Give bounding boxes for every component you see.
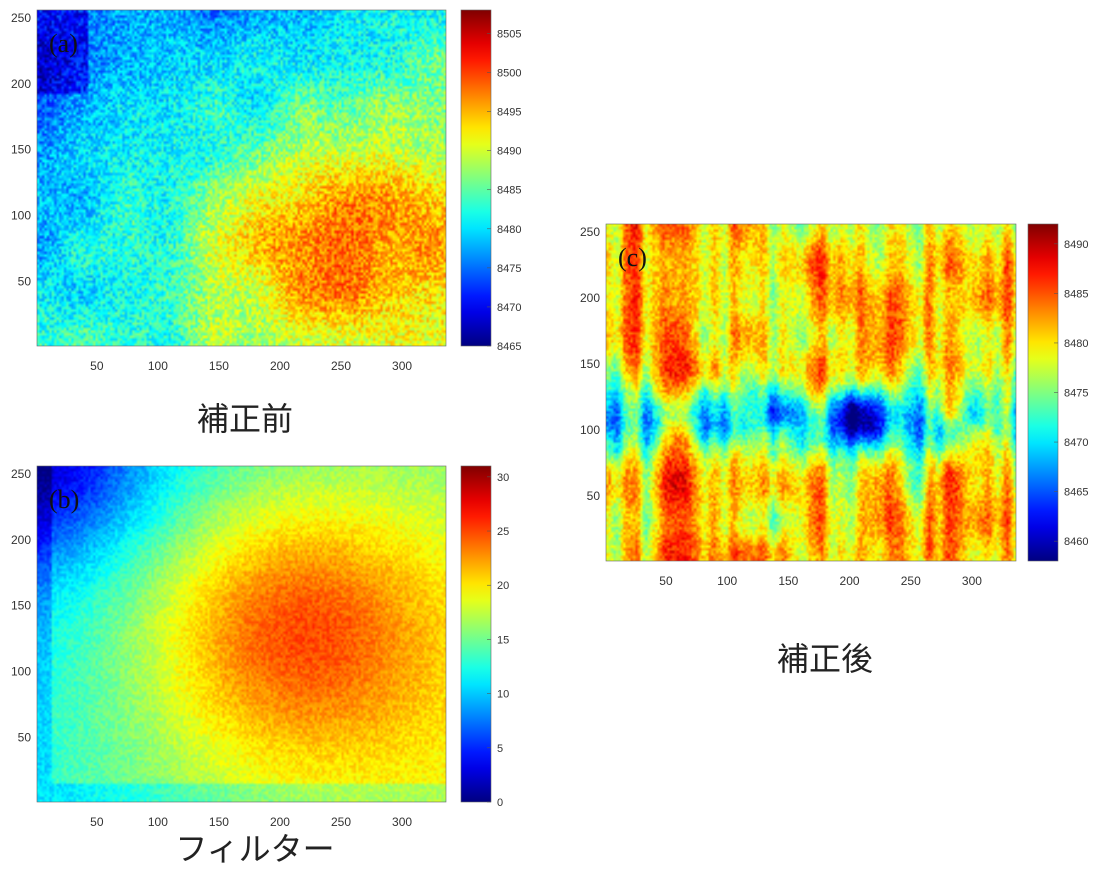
y-tick-label: 250 — [580, 225, 600, 239]
y-tick-label: 50 — [18, 274, 32, 288]
colorbar-tick-label: 30 — [497, 472, 509, 484]
heatmap-image — [606, 224, 1016, 561]
colorbar-tick-label: 25 — [497, 526, 509, 538]
plot-frame — [605, 223, 1017, 562]
x-tick-label: 150 — [778, 574, 798, 588]
colorbar-tick-label: 8475 — [497, 263, 521, 275]
colorbar-tick-label: 8490 — [1064, 239, 1088, 251]
colorbar — [460, 465, 492, 803]
y-tick-label: 100 — [11, 665, 31, 679]
plot-frame — [36, 465, 447, 803]
y-tick-label: 150 — [11, 143, 31, 157]
x-tick-label: 200 — [270, 359, 290, 373]
x-tick-label: 150 — [209, 359, 229, 373]
y-tick-label: 200 — [11, 77, 31, 91]
x-tick-label: 50 — [90, 815, 104, 829]
colorbar-tick-label: 8475 — [1064, 388, 1088, 400]
x-tick-label: 100 — [717, 574, 737, 588]
colorbar-tick-label: 8495 — [497, 107, 521, 119]
colorbar-tick-label: 8465 — [1064, 487, 1088, 499]
y-tick-label: 50 — [587, 489, 601, 503]
x-tick-label: 200 — [840, 574, 860, 588]
x-tick-label: 200 — [270, 815, 290, 829]
x-tick-label: 250 — [331, 815, 351, 829]
colorbar-tick-label: 8485 — [497, 185, 521, 197]
colorbar-tick-label: 10 — [497, 689, 509, 701]
x-tick-label: 50 — [659, 574, 673, 588]
plot-frame — [36, 9, 447, 347]
colorbar — [460, 9, 492, 347]
colorbar-tick-label: 8480 — [1064, 338, 1088, 350]
colorbar-tick-label: 8485 — [1064, 288, 1088, 300]
y-tick-label: 100 — [11, 209, 31, 223]
y-tick-label: 150 — [11, 599, 31, 613]
panel-caption: 補正後 — [777, 640, 873, 678]
heatmap-image — [37, 466, 446, 802]
colorbar-tick-label: 8470 — [497, 302, 521, 314]
panel-caption: フィルター — [175, 830, 334, 868]
heatmap-image — [37, 10, 446, 346]
x-tick-label: 100 — [148, 815, 168, 829]
x-tick-label: 300 — [392, 815, 412, 829]
y-tick-label: 200 — [580, 291, 600, 305]
colorbar — [1027, 223, 1059, 562]
colorbar-tick-label: 8470 — [1064, 437, 1088, 449]
colorbar-tick-label: 8500 — [497, 68, 521, 80]
x-tick-label: 100 — [148, 359, 168, 373]
y-tick-label: 50 — [18, 730, 32, 744]
colorbar-tick-label: 8480 — [497, 224, 521, 236]
panel-caption: 補正前 — [197, 400, 293, 438]
x-tick-label: 150 — [209, 815, 229, 829]
x-tick-label: 50 — [90, 359, 104, 373]
colorbar-tick-label: 8465 — [497, 341, 521, 353]
colorbar-tick-label: 5 — [497, 743, 503, 755]
x-tick-label: 300 — [962, 574, 982, 588]
panel-label: (b) — [49, 485, 79, 514]
colorbar-tick-label: 20 — [497, 580, 509, 592]
x-tick-label: 300 — [392, 359, 412, 373]
y-tick-label: 150 — [580, 357, 600, 371]
x-tick-label: 250 — [901, 574, 921, 588]
panel-label: (a) — [49, 29, 78, 58]
colorbar-tick-label: 8505 — [497, 28, 521, 40]
colorbar-tick-label: 8460 — [1064, 536, 1088, 548]
y-tick-label: 250 — [11, 11, 31, 25]
y-tick-label: 250 — [11, 467, 31, 481]
heatmap-panel-b: 50 100 150 200 250 300 50 100 150 200 250 (b) 0 5 10 15… — [11, 465, 509, 868]
colorbar-tick-label: 8490 — [497, 146, 521, 158]
panel-label: (c) — [618, 243, 647, 272]
colorbar-tick-label: 0 — [497, 797, 503, 809]
x-tick-label: 250 — [331, 359, 351, 373]
colorbar-tick-label: 15 — [497, 634, 509, 646]
y-tick-label: 100 — [580, 423, 600, 437]
y-tick-label: 200 — [11, 533, 31, 547]
heatmap-panel-c: 50 100 150 200 250 300 50 100 150 200 250 (c) 8460 84… — [580, 223, 1088, 678]
heatmap-panel-a: 50 100 150 200 250 300 50 100 150 200 250 (a) 8465 84… — [11, 9, 521, 438]
